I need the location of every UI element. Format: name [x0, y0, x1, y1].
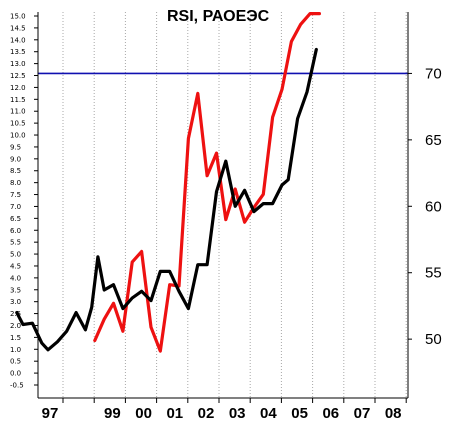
- x-axis: 97 99 00 01 02 03 04 05 06 07 08: [42, 398, 407, 422]
- right-tick-label: 70: [425, 65, 442, 82]
- left-tick-label: 13.0: [10, 60, 26, 68]
- left-tick-label: 3.5: [10, 286, 21, 294]
- right-tick-label: 55: [425, 265, 442, 282]
- left-tick-label: 5.0: [10, 251, 21, 259]
- left-tick-label: 2.0: [10, 322, 21, 330]
- left-tick-label: 11.0: [10, 108, 26, 116]
- series-black-line: [15, 47, 318, 352]
- right-tick-label: 50: [425, 331, 442, 348]
- x-tick-label: 07: [354, 405, 371, 422]
- left-tick-label: 11.5: [10, 96, 26, 104]
- x-tick-label: 01: [166, 405, 183, 422]
- left-tick-label: 8.0: [10, 179, 21, 187]
- left-tick-label: 10.5: [10, 120, 26, 128]
- series-layer: [15, 12, 321, 353]
- right-tick-label: 65: [425, 132, 442, 149]
- left-tick-label: 9.0: [10, 155, 21, 163]
- left-axis: 15.0 14.5 14.0 13.5 13.0 12.5 12.0 11.5 11.0 10.5…: [10, 13, 38, 390]
- left-tick-label: 0.0: [10, 370, 21, 378]
- x-tick-label: 03: [229, 405, 246, 422]
- left-tick-label: 9.5: [10, 143, 21, 151]
- right-axis: 70 65 60 55 50: [408, 65, 442, 348]
- left-tick-label: 8.5: [10, 167, 21, 175]
- left-tick-label: 14.5: [10, 24, 26, 32]
- left-tick-label: 0.5: [10, 358, 21, 366]
- vertical-grid: [62, 12, 407, 398]
- right-tick-label: 60: [425, 198, 442, 215]
- x-tick-label: 02: [198, 405, 215, 422]
- left-tick-label: 14.0: [10, 36, 26, 44]
- left-tick-label: 10.0: [10, 132, 26, 140]
- left-tick-label: 7.0: [10, 203, 21, 211]
- left-tick-label: 1.0: [10, 346, 21, 354]
- left-tick-label: 7.5: [10, 191, 21, 199]
- left-tick-label: 6.5: [10, 215, 21, 223]
- x-tick-label: 97: [42, 405, 59, 422]
- series-red-line: [93, 12, 321, 353]
- left-tick-label: 5.5: [10, 239, 21, 247]
- x-tick-label: 04: [260, 405, 277, 422]
- x-tick-label: 99: [104, 405, 121, 422]
- left-tick-label: 3.0: [10, 298, 21, 306]
- left-tick-label: 2.5: [10, 310, 21, 318]
- x-tick-label: 00: [135, 405, 152, 422]
- x-tick-label: 08: [385, 405, 402, 422]
- chart-title: RSI, РАОЕЭС: [167, 8, 270, 25]
- left-tick-label: 1.5: [10, 334, 21, 342]
- left-tick-label: 4.5: [10, 262, 21, 270]
- x-tick-label: 05: [291, 405, 308, 422]
- left-tick-label: 12.0: [10, 84, 26, 92]
- left-tick-label: 12.5: [10, 72, 26, 80]
- left-tick-label: 6.0: [10, 227, 21, 235]
- left-tick-label: 4.0: [10, 274, 21, 282]
- left-tick-label: 13.5: [10, 48, 26, 56]
- left-tick-label: 15.0: [10, 13, 26, 21]
- left-tick-label: -0.5: [10, 382, 24, 390]
- x-tick-label: 06: [322, 405, 339, 422]
